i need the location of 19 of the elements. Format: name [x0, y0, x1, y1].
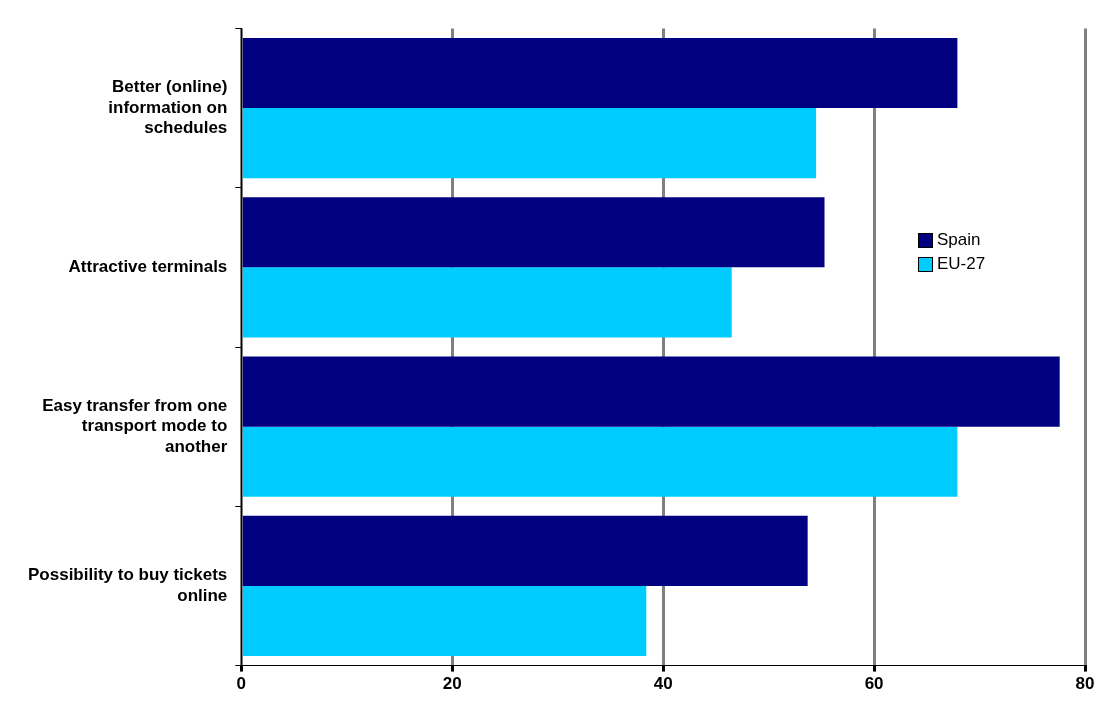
y-tick-label: Better (online) information on schedules	[108, 77, 228, 138]
x-tick-label: 0	[236, 674, 247, 694]
y-tick-label: Possibility to buy tickets online	[28, 565, 228, 605]
bar	[242, 267, 732, 338]
x-tick-label: 20	[442, 674, 462, 694]
x-tick-label: 60	[864, 674, 884, 694]
x-tick-label: 80	[1075, 674, 1095, 694]
bar	[242, 197, 825, 268]
legend-label: EU-27	[937, 253, 986, 276]
legend-label: Spain	[937, 229, 981, 252]
y-tick-label: Attractive terminals	[68, 257, 228, 277]
bar	[242, 37, 958, 109]
bar	[242, 108, 817, 179]
x-tick-label: 40	[653, 674, 673, 694]
y-tick-label: Easy transfer from one transport mode to another	[42, 395, 228, 456]
bar	[242, 356, 1060, 427]
bar	[242, 426, 958, 497]
bar	[242, 585, 647, 657]
bar	[242, 515, 808, 586]
